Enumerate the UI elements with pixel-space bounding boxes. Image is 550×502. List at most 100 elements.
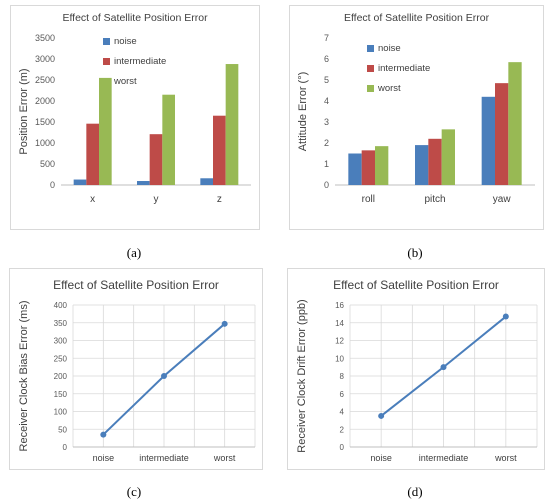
y-tick-label: 3500 [35, 33, 55, 43]
y-tick-label: 16 [335, 301, 344, 310]
y-tick-label: 500 [40, 159, 55, 169]
x-tick-label: intermediate [419, 453, 469, 463]
y-tick-label: 12 [335, 337, 344, 346]
bar-noise [415, 145, 429, 185]
y-tick-label: 10 [335, 354, 344, 363]
caption-a: (a) [126, 245, 142, 260]
y-tick-label: 1 [324, 159, 329, 169]
data-point [502, 313, 509, 320]
data-point [221, 320, 228, 327]
x-tick-label: noise [93, 453, 115, 463]
bar-worst [375, 146, 389, 185]
chart-b-svg: Effect of Satellite Position Error Attitu… [297, 12, 535, 205]
bar-intermediate [361, 150, 375, 185]
y-tick-label: 0 [63, 443, 68, 452]
y-tick-label: 14 [335, 319, 344, 328]
y-tick-label: 8 [340, 372, 345, 381]
chart-d-svg: Effect of Satellite Position Error Receiv… [296, 278, 538, 463]
caption-b: (b) [407, 245, 423, 260]
bar-intermediate [428, 138, 442, 185]
x-tick-label: roll [362, 194, 375, 205]
chart-a-svg: Effect of Satellite Position Error Positi… [18, 12, 251, 205]
chart-panel-b: Effect of Satellite Position Error Attitu… [289, 5, 544, 230]
chart-title: Effect of Satellite Position Error [344, 12, 490, 24]
y-axis-label: Receiver Clock Drift Error (ppb) [296, 299, 308, 452]
y-tick-label: 3 [324, 117, 329, 127]
chart-panel-a: Effect of Satellite Position Error Positi… [10, 5, 260, 230]
chart-panel-d: Effect of Satellite Position Error Receiv… [287, 268, 545, 470]
legend-swatch-intermediate [367, 65, 374, 72]
y-tick-label: 1500 [35, 117, 55, 127]
chart-c-svg: Effect of Satellite Position Error Receiv… [18, 278, 256, 463]
legend-label-worst: worst [113, 76, 137, 87]
y-tick-label: 0 [324, 180, 329, 190]
y-tick-label: 0 [340, 443, 345, 452]
chart-title: Effect of Satellite Position Error [333, 278, 499, 292]
y-axis-label: Attitude Error (°) [297, 72, 309, 152]
y-tick-label: 3000 [35, 54, 55, 64]
x-tick-label: x [90, 194, 95, 205]
y-tick-label: 1000 [35, 138, 55, 148]
chart-title: Effect of Satellite Position Error [62, 12, 208, 24]
x-tick-label: z [217, 194, 222, 205]
bar-worst [441, 129, 455, 185]
caption-c: (c) [126, 484, 142, 499]
y-tick-label: 6 [324, 54, 329, 64]
x-tick-label: pitch [424, 194, 445, 205]
x-tick-label: y [154, 194, 159, 205]
y-tick-label: 2500 [35, 75, 55, 85]
bar-noise [73, 179, 87, 185]
data-point [378, 412, 385, 419]
y-tick-label: 250 [54, 354, 68, 363]
y-tick-label: 200 [54, 372, 68, 381]
legend-label-intermediate: intermediate [378, 63, 430, 74]
y-tick-label: 400 [54, 301, 68, 310]
y-axis-label: Receiver Clock Bias Error (ms) [18, 301, 30, 452]
y-axis-label: Position Error (m) [18, 68, 30, 154]
y-tick-label: 2 [340, 425, 345, 434]
y-tick-label: 7 [324, 33, 329, 43]
bar-noise [137, 181, 150, 185]
bar-worst [162, 94, 175, 185]
y-tick-label: 4 [340, 408, 345, 417]
bar-worst [99, 77, 112, 185]
y-tick-label: 0 [50, 180, 55, 190]
y-tick-label: 100 [54, 408, 68, 417]
x-tick-label: noise [370, 453, 392, 463]
y-tick-label: 350 [54, 319, 68, 328]
bar-noise [348, 153, 362, 185]
caption-d: (d) [407, 484, 423, 499]
legend-swatch-noise [367, 45, 374, 52]
legend-label-noise: noise [378, 43, 401, 54]
bar-noise [481, 96, 495, 185]
y-tick-label: 5 [324, 75, 329, 85]
legend-label-noise: noise [114, 36, 137, 47]
legend-label-intermediate: intermediate [114, 56, 166, 67]
bar-worst [508, 62, 522, 185]
bar-worst [225, 64, 239, 185]
legend-swatch-intermediate [103, 58, 110, 65]
y-tick-label: 6 [340, 390, 345, 399]
y-tick-label: 50 [58, 425, 67, 434]
chart-title: Effect of Satellite Position Error [53, 278, 219, 292]
bar-intermediate [213, 115, 226, 185]
x-tick-label: worst [494, 453, 517, 463]
y-tick-label: 4 [324, 96, 329, 106]
y-tick-label: 150 [54, 390, 68, 399]
y-tick-label: 2 [324, 138, 329, 148]
data-point [440, 364, 447, 371]
y-tick-label: 300 [54, 337, 68, 346]
x-tick-label: intermediate [139, 453, 189, 463]
x-tick-label: worst [213, 453, 236, 463]
bar-intermediate [149, 134, 163, 185]
bar-intermediate [495, 83, 509, 185]
x-tick-label: yaw [493, 194, 512, 205]
bar-intermediate [86, 123, 99, 185]
legend-swatch-noise [103, 38, 110, 45]
y-tick-label: 2000 [35, 96, 55, 106]
data-point [161, 373, 167, 379]
bar-noise [200, 178, 213, 185]
data-point [100, 431, 107, 438]
chart-panel-c: Effect of Satellite Position Error Receiv… [9, 268, 263, 470]
legend-swatch-worst [103, 78, 110, 85]
